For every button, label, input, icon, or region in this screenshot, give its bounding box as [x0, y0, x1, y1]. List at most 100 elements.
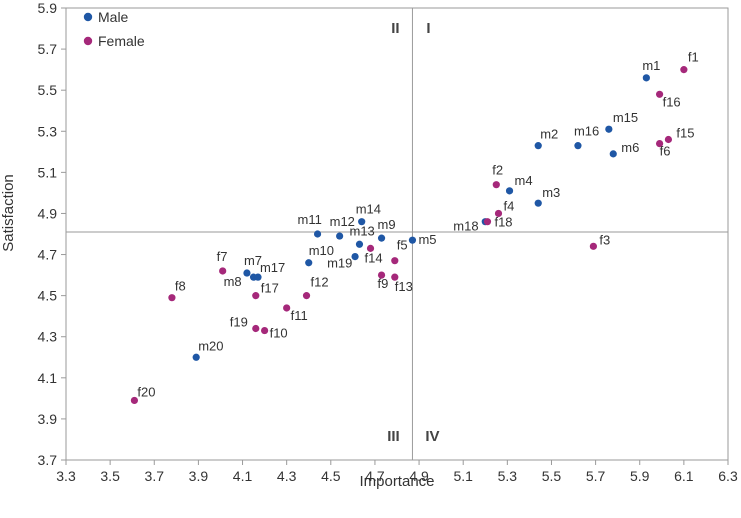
- point-label-f11: f11: [291, 308, 308, 323]
- data-point-f15: [664, 135, 673, 144]
- data-point-f8: [168, 294, 176, 302]
- data-point-m5: [408, 236, 417, 244]
- x-tick-label: 3.5: [100, 468, 120, 484]
- data-point-f9: [377, 271, 386, 279]
- data-point-f5: [391, 257, 399, 265]
- point-label-m15: m15: [613, 110, 638, 125]
- point-label-f20: f20: [137, 384, 155, 399]
- point-label-m7: m7: [244, 253, 262, 268]
- point-label-m11: m11: [298, 212, 322, 227]
- point-label-f6: f6: [660, 144, 671, 159]
- data-point-f13: [391, 273, 399, 281]
- point-label-f15: f15: [676, 125, 694, 140]
- data-point-m1: [642, 74, 650, 82]
- x-tick-label: 4.5: [321, 468, 341, 484]
- point-label-m19: m19: [327, 256, 352, 271]
- axes-layer: 3.3 3.5 3.7 3.9 4.1 4.3 4.5 4.7 4.9 5.1 5.3 5.5 5.7 5…: [38, 0, 738, 484]
- point-label-f9: f9: [378, 276, 389, 291]
- data-point-f20: [130, 396, 139, 405]
- x-tick-label: 5.7: [586, 468, 606, 484]
- y-tick-label: 3.9: [38, 411, 58, 427]
- data-point-m19: [351, 253, 359, 261]
- x-tick-label: 3.3: [56, 468, 76, 484]
- point-label-f13: f13: [395, 279, 413, 294]
- y-tick-label: 3.7: [38, 452, 58, 468]
- data-point-m20: [192, 353, 200, 361]
- data-point-m2: [534, 142, 542, 150]
- point-label-f12: f12: [311, 275, 329, 290]
- data-points: [130, 66, 688, 405]
- quadrant-label-i: I: [426, 20, 430, 37]
- y-tick-label: 4.3: [38, 329, 58, 345]
- data-point-f14: [366, 244, 375, 252]
- x-tick-label: 5.3: [498, 468, 518, 484]
- data-point-f18: [483, 218, 492, 226]
- legend-label-female: Female: [98, 33, 145, 49]
- data-point-m3: [534, 199, 542, 207]
- data-point-m12: [336, 232, 344, 240]
- data-point-f17: [252, 292, 260, 300]
- point-label-m12: m12: [330, 214, 355, 229]
- legend: Male Female: [83, 9, 145, 49]
- data-point-m16: [574, 142, 582, 150]
- y-tick-label: 4.9: [38, 205, 58, 221]
- data-point-m11: [313, 230, 322, 238]
- quadrant-label-ii: II: [391, 20, 399, 37]
- point-label-f4: f4: [504, 198, 515, 213]
- quadrant-label-iv: IV: [425, 428, 439, 445]
- point-label-m5: m5: [418, 232, 436, 247]
- data-point-m14: [358, 218, 366, 226]
- x-tick-label: 5.9: [630, 468, 650, 484]
- point-label-m18: m18: [453, 219, 478, 234]
- y-tick-label: 4.7: [38, 247, 58, 263]
- point-label-m10: m10: [309, 243, 334, 258]
- data-point-f6: [655, 140, 664, 148]
- x-tick-label: 6.1: [674, 468, 694, 484]
- plot-frame: [65, 7, 729, 461]
- point-label-m17: m17: [260, 260, 285, 275]
- point-label-f7: f7: [217, 249, 228, 264]
- point-label-m6: m6: [621, 140, 639, 155]
- y-axis-title: Satisfaction: [0, 174, 17, 252]
- point-label-m3: m3: [542, 185, 560, 200]
- point-label-m13: m13: [349, 223, 374, 238]
- quadrant-label-iii: III: [387, 428, 400, 445]
- legend-marker-female: [83, 36, 93, 46]
- x-tick-label: 4.3: [277, 468, 297, 484]
- x-tick-label: 5.1: [453, 468, 473, 484]
- data-point-m7: [243, 269, 251, 277]
- data-point-f16: [655, 90, 664, 98]
- data-point-f1: [680, 66, 688, 74]
- point-label-f3: f3: [599, 232, 610, 247]
- point-label-m9: m9: [378, 217, 396, 232]
- legend-label-male: Male: [98, 9, 129, 25]
- x-tick-label: 4.1: [233, 468, 253, 484]
- point-label-f17: f17: [261, 281, 279, 296]
- legend-marker-male: [83, 12, 93, 22]
- y-tick-label: 4.5: [38, 288, 58, 304]
- point-label-f16: f16: [663, 94, 681, 109]
- y-tick-label: 5.3: [38, 123, 58, 139]
- data-point-m15: [605, 125, 613, 133]
- point-label-f14: f14: [365, 250, 383, 265]
- x-tick-label: 4.7: [365, 468, 385, 484]
- point-label-m4: m4: [515, 173, 533, 188]
- point-label-f19: f19: [230, 315, 248, 330]
- reference-lines: [66, 8, 728, 460]
- y-tick-label: 5.7: [38, 41, 58, 57]
- point-label-m20: m20: [198, 338, 223, 353]
- x-tick-label: 3.7: [145, 468, 165, 484]
- x-axis-title: Importance: [359, 473, 434, 490]
- y-tick-label: 4.1: [38, 370, 58, 386]
- point-label-f18: f18: [494, 215, 512, 230]
- data-point-m10: [305, 259, 313, 267]
- data-point-f7: [219, 267, 227, 275]
- y-tick-label: 5.1: [38, 164, 58, 180]
- data-point-f19: [252, 324, 260, 333]
- data-point-f11: [283, 304, 291, 312]
- data-point-m17: [254, 273, 262, 281]
- data-point-f12: [302, 292, 311, 300]
- point-label-m2: m2: [540, 127, 558, 142]
